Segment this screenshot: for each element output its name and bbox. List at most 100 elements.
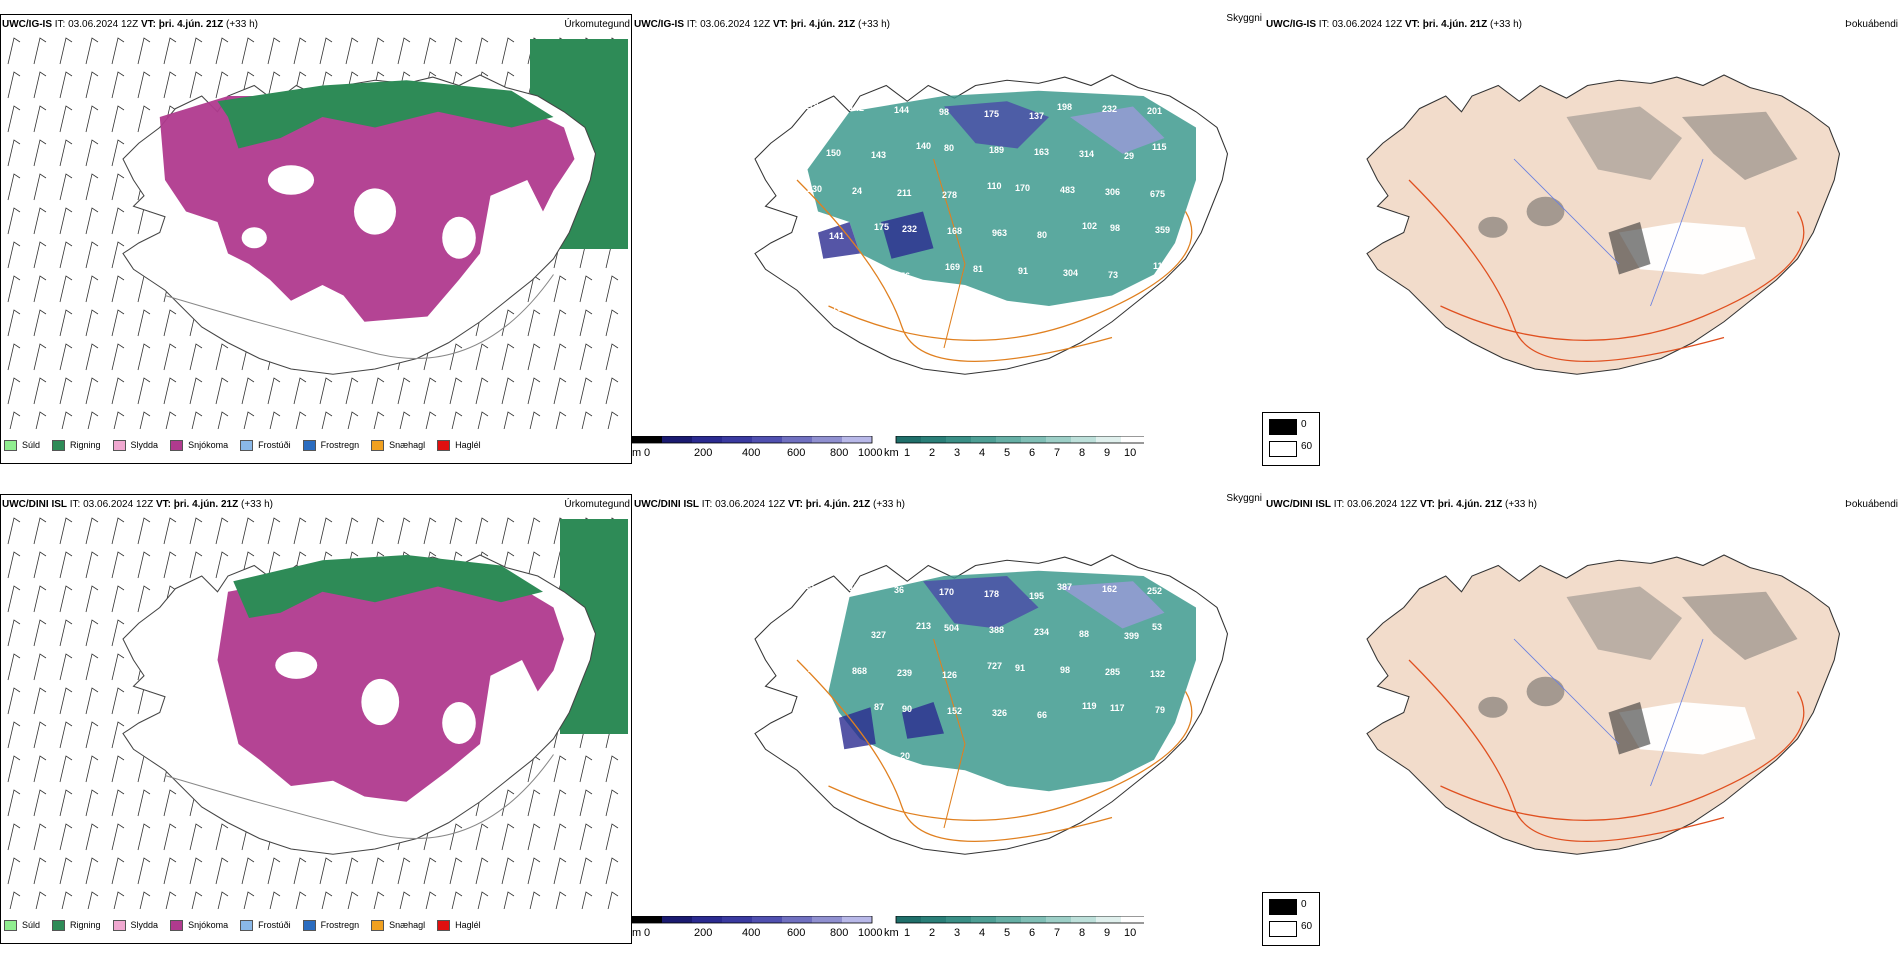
legend-item: Slydda (112, 436, 158, 454)
colorbar-tick: 0 (644, 927, 650, 939)
visibility-value-label: 131 (855, 749, 870, 759)
legend-item: Rigning (52, 916, 101, 934)
init-label: IT: (701, 499, 713, 510)
precip-map (0, 514, 630, 909)
fog-legend: 0 60 (1262, 892, 1320, 946)
panel-title: Úrkomutegund (564, 499, 630, 510)
panel-header: UWC/IG-IS IT: 03.06.2024 12Z VT: þri. 4.… (634, 13, 1262, 32)
visibility-value-label: 175 (984, 109, 999, 119)
visibility-value-label: 213 (916, 621, 931, 631)
visibility-value-label: 483 (1060, 185, 1075, 195)
lead-time: (+33 h) (1490, 19, 1522, 30)
panel-header: UWC/DINI ISL IT: 03.06.2024 12Z VT: þri.… (1266, 498, 1898, 512)
visibility-value-label: 141 (829, 231, 844, 241)
legend-swatch (112, 439, 126, 451)
colorbar-tick: 400 (742, 927, 760, 939)
colorbar-tick: 1000 (858, 927, 882, 939)
legend-item: Súld (4, 916, 40, 934)
visibility-value-label: 285 (1105, 667, 1120, 677)
forecast-row-dini: UWC/DINI ISL IT: 03.06.2024 12Z VT: þri.… (0, 493, 1900, 964)
legend-item: Snjókoma (170, 916, 228, 934)
visibility-value-label: 162 (1102, 584, 1117, 594)
visibility-value-label: 150 (810, 267, 825, 277)
visibility-map: 118 142 144 98 175 137 198 232 201 150 143 140 80 189… (754, 74, 1229, 375)
fog-legend-label: 0 (1301, 419, 1307, 430)
colorbar-tick: 1000 (858, 447, 882, 459)
rain-area-north (217, 80, 554, 149)
panel-title: Skyggni (1226, 13, 1262, 24)
legend-label: Snjókoma (188, 440, 229, 450)
legend-item: Rigning (52, 436, 101, 454)
model-name: UWC/IG-IS (2, 19, 52, 30)
visibility-value-label: 163 (1034, 147, 1049, 157)
legend-swatch (112, 919, 126, 931)
legend-swatch (240, 439, 254, 451)
visibility-value-label: 399 (1124, 631, 1139, 641)
valid-label: VT: (155, 499, 171, 510)
fog-index-panel: UWC/IG-IS IT: 03.06.2024 12Z VT: þri. 4.… (1262, 14, 1900, 466)
visibility-value-label: 119 (1082, 701, 1097, 711)
colorbar-tick: 6 (1029, 927, 1035, 939)
colorbar-tick: 2 (929, 927, 935, 939)
legend-swatch (52, 439, 66, 451)
visibility-value-label: 70 (807, 664, 817, 674)
visibility-value-label: 98 (1060, 665, 1070, 675)
lead-time: (+33 h) (873, 499, 905, 510)
visibility-value-label: 98 (1110, 223, 1120, 233)
legend-label: Súld (22, 440, 41, 450)
cloud-base-colorbar: m 0 200 400 600 800 1000 (632, 436, 882, 462)
visibility-value-label: 234 (1034, 627, 1049, 637)
visibility-value-label: 152 (947, 706, 962, 716)
legend-label: Rigning (70, 920, 101, 930)
visibility-value-label: 230 (807, 184, 822, 194)
visibility-value-label: 73 (1108, 270, 1118, 280)
valid-time: þri. 4.jún. 21Z (790, 19, 856, 30)
visibility-value-label: 137 (1029, 111, 1044, 121)
legend-label: Haglél (455, 920, 481, 930)
colorbar-tick: 5 (1004, 447, 1010, 459)
colorbar-tick: 4 (979, 447, 985, 459)
model-name: UWC/DINI ISL (634, 499, 699, 510)
legend-item: Haglél (437, 916, 481, 934)
visibility-value-label: 90 (902, 704, 912, 714)
fog-index-panel: UWC/DINI ISL IT: 03.06.2024 12Z VT: þri.… (1262, 494, 1900, 946)
legend-swatch (52, 919, 66, 931)
legend-swatch (302, 439, 316, 451)
panel-header: UWC/IG-IS IT: 03.06.2024 12Z VT: þri. 4.… (1266, 18, 1898, 32)
legend-swatch (371, 919, 385, 931)
visibility-value-label: 278 (942, 190, 957, 200)
visibility-value-label: 53 (1152, 622, 1162, 632)
init-time: 03.06.2024 12Z (1347, 499, 1418, 510)
visibility-value-label: 232 (1102, 104, 1117, 114)
legend-item: Súld (4, 436, 40, 454)
visibility-value-label: 36 (894, 585, 904, 595)
panel-title: Úrkomutegund (564, 19, 630, 30)
valid-label: VT: (1404, 19, 1420, 30)
colorbar-unit: m (632, 927, 641, 939)
legend-label: Frostregn (320, 440, 360, 450)
visibility-value-label: 868 (852, 666, 867, 676)
visibility-value-label: 170 (1015, 183, 1030, 193)
fog-legend-label: 60 (1301, 921, 1313, 932)
visibility-labels: 118 142 144 98 175 137 198 232 201 150 143 140 80 189… (804, 101, 1170, 315)
visibility-value-label: 170 (939, 587, 954, 597)
visibility-value-label: 91 (1018, 266, 1028, 276)
forecast-row-igis: UWC/IG-IS IT: 03.06.2024 12Z VT: þri. 4.… (0, 13, 1900, 484)
visibility-value-label: 140 (916, 141, 931, 151)
init-label: IT: (69, 499, 81, 510)
visibility-value-label: 727 (987, 661, 1002, 671)
model-name: UWC/IG-IS (634, 19, 684, 30)
lead-time: (+33 h) (226, 19, 258, 30)
precip-map (0, 34, 630, 429)
model-name: UWC/DINI ISL (1266, 499, 1331, 510)
visibility-value-label: 20 (900, 751, 910, 761)
legend-swatch (437, 919, 451, 931)
legend-label: Slydda (130, 920, 159, 930)
visibility-value-label: 66 (1037, 710, 1047, 720)
panel-title: Þokuábendi (1845, 499, 1898, 510)
visibility-value-label: 171 (849, 583, 864, 593)
visibility-value-label: 25 (804, 581, 814, 591)
colorbar-tick: 1 (904, 927, 910, 939)
visibility-value-label: 80 (1037, 230, 1047, 240)
visibility-value-label: 326 (992, 708, 1007, 718)
